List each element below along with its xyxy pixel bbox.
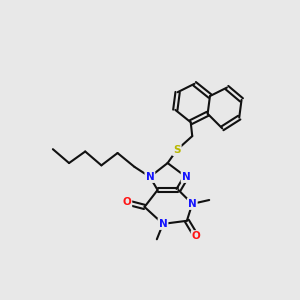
Text: N: N — [146, 172, 154, 182]
Text: N: N — [182, 172, 190, 182]
Text: N: N — [159, 219, 167, 229]
Text: S: S — [173, 145, 181, 155]
Text: O: O — [122, 197, 131, 207]
Text: O: O — [192, 231, 200, 241]
Text: N: N — [188, 199, 197, 209]
